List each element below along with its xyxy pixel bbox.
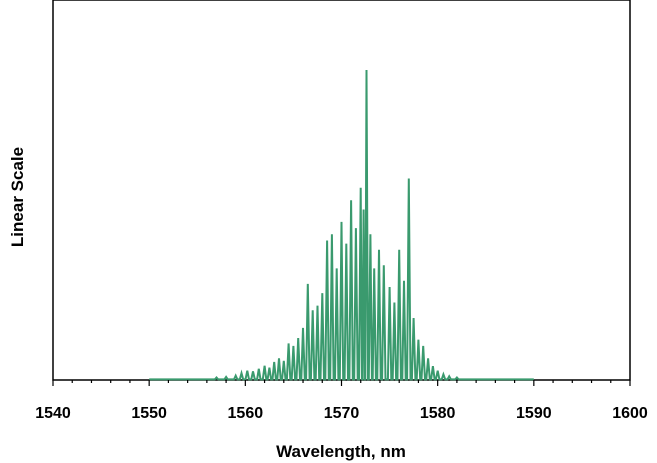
x-tick-label: 1580	[420, 405, 456, 422]
x-tick-label: 1550	[131, 405, 167, 422]
x-tick-label: 1560	[228, 405, 264, 422]
x-axis-title: Wavelength, nm	[276, 442, 406, 461]
x-tick-label: 1570	[324, 405, 360, 422]
x-axis-tick-labels: 1540 1550 1560 1570 1580 1590 1600	[35, 405, 648, 422]
y-axis-title: Linear Scale	[8, 147, 27, 247]
x-tick-label: 1540	[35, 405, 71, 422]
x-tick-label: 1600	[612, 405, 648, 422]
plot-area	[52, 0, 631, 381]
spectrum-series-line	[149, 69, 534, 381]
x-axis-ticks	[52, 380, 631, 386]
x-tick-label: 1590	[516, 405, 552, 422]
